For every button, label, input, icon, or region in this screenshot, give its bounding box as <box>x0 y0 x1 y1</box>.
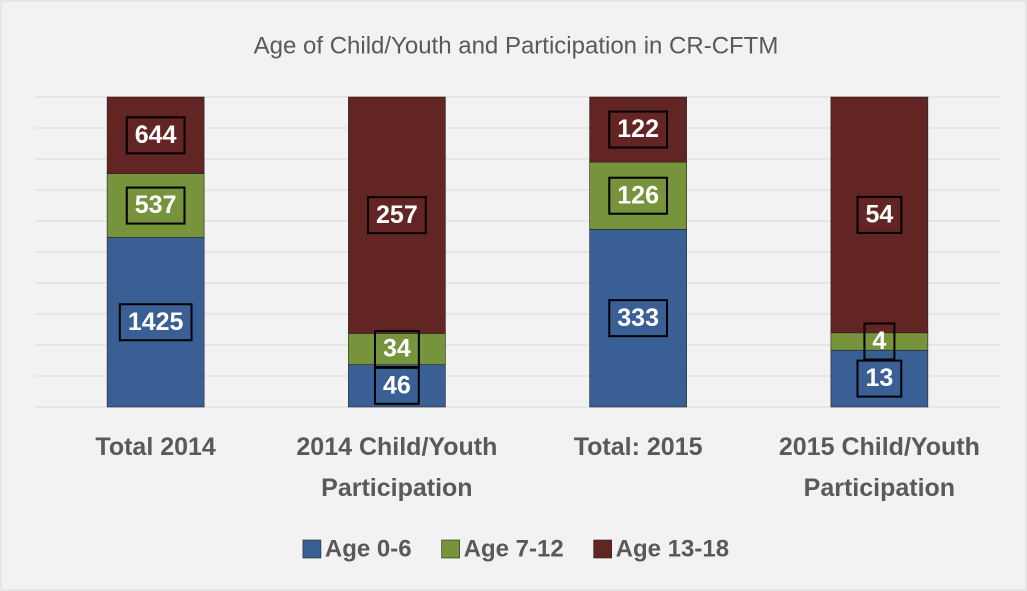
bar-segment <box>348 96 446 334</box>
data-label-box <box>608 110 668 149</box>
bar-segment <box>589 229 687 408</box>
data-label-box <box>856 359 903 398</box>
x-tick-label: 2015 Child/Youth Participation <box>778 433 980 502</box>
data-label: 644 <box>135 121 177 149</box>
legend-label: Age 7-12 <box>464 535 564 562</box>
legend-label: Age 13-18 <box>616 535 729 562</box>
data-label: 54 <box>865 200 893 228</box>
chart-title: Age of Child/Youth and Participation in … <box>254 32 779 59</box>
bar-segment <box>348 364 446 408</box>
data-label-box <box>608 299 668 338</box>
data-label: 1425 <box>128 308 184 336</box>
data-label-box <box>608 176 668 215</box>
bar-segment <box>106 96 205 174</box>
data-label: 257 <box>376 201 418 229</box>
legend-swatch <box>302 539 322 559</box>
legend-label: Age 0-6 <box>325 535 412 562</box>
data-label: 13 <box>865 364 893 392</box>
x-tick-label: 2014 Child/Youth Participation <box>296 433 498 502</box>
data-label-box <box>118 303 193 342</box>
legend-swatch <box>441 539 460 559</box>
bar-segment <box>589 161 687 230</box>
data-label: 126 <box>617 181 659 209</box>
data-label-box <box>125 116 186 155</box>
data-label: 34 <box>383 335 411 363</box>
x-tick-label: Total: 2015 <box>573 433 703 461</box>
data-label-box <box>125 186 186 225</box>
data-label: 537 <box>135 191 177 219</box>
bar-segment <box>106 237 205 408</box>
data-label: 333 <box>617 304 659 332</box>
data-label-box <box>367 196 427 235</box>
legend-swatch <box>593 539 612 559</box>
data-label-box <box>856 195 903 234</box>
bar-segment <box>106 173 205 238</box>
x-tick-label: Total 2014 <box>95 433 216 461</box>
bar-segment <box>589 96 687 163</box>
bar-segment <box>830 96 929 334</box>
data-label: 4 <box>872 327 886 355</box>
data-label-box <box>863 322 896 361</box>
data-label-box <box>373 330 420 369</box>
data-label: 122 <box>617 115 659 143</box>
data-label: 46 <box>383 371 411 399</box>
